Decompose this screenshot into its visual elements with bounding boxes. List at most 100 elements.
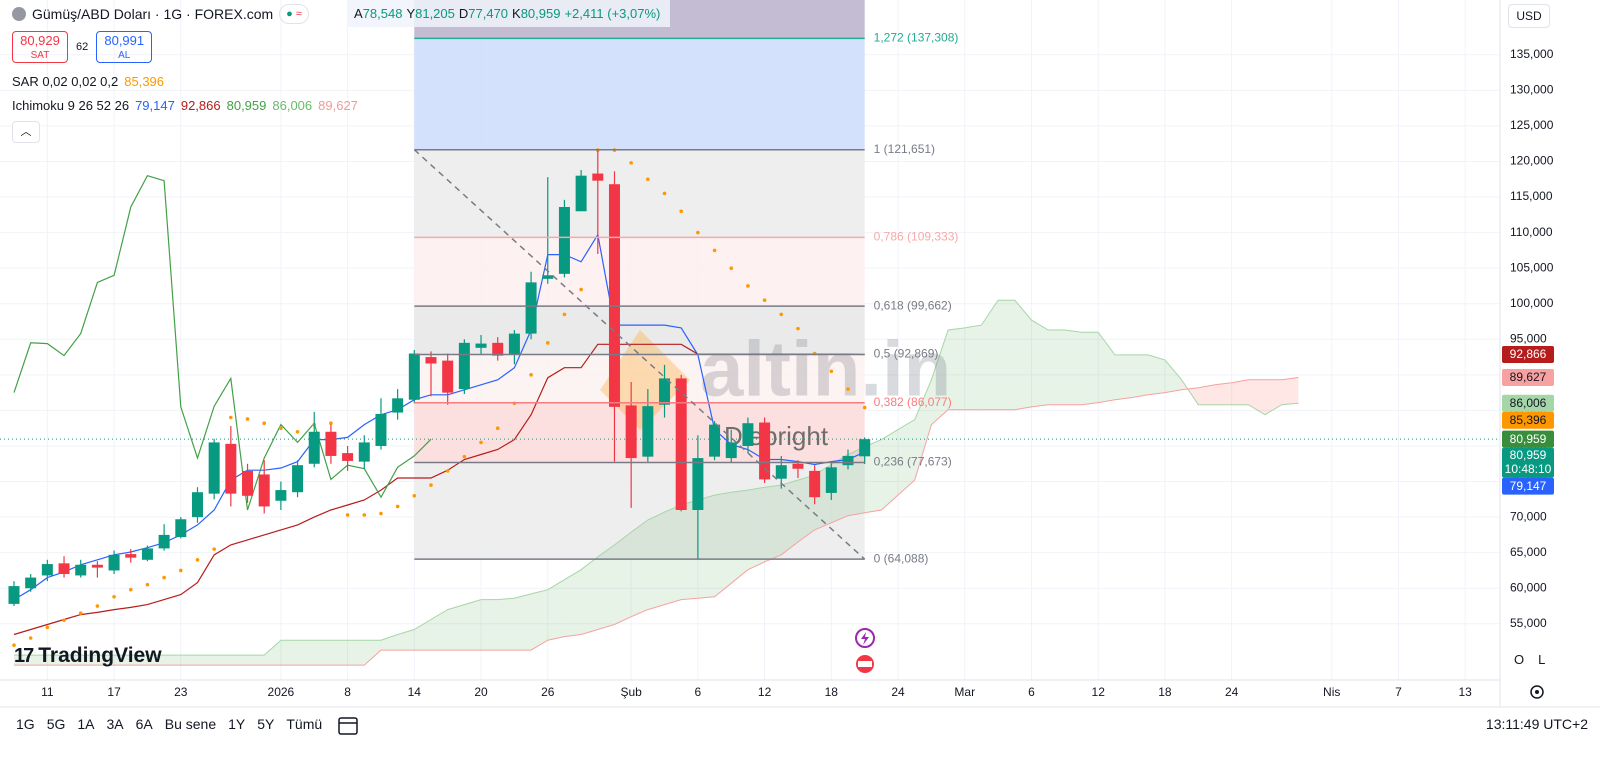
event-icons[interactable]: [855, 628, 875, 673]
cloud-fill: [380, 634, 398, 651]
clock[interactable]: 13:11:49 UTC+2: [1485, 716, 1588, 732]
spread: 62: [76, 41, 89, 53]
cloud-fill: [1214, 382, 1232, 405]
candle-body: [558, 206, 570, 274]
candle-body: [225, 443, 237, 494]
cloud-fill: [1231, 379, 1249, 405]
timeframe-button[interactable]: Bu sene: [164, 716, 217, 732]
cloud-fill: [497, 598, 515, 651]
cloud-fill: [981, 300, 999, 410]
cloud-fill: [214, 655, 231, 666]
cloud-fill: [330, 640, 348, 666]
timeframe-button[interactable]: 5G: [46, 716, 66, 732]
currency-button[interactable]: USD: [1508, 4, 1550, 28]
price-label-box: [1502, 345, 1554, 363]
price-label: 92,866: [1510, 347, 1547, 361]
x-tick-label: 18: [825, 685, 839, 699]
indicator-line: [13, 233, 865, 601]
candle-body: [492, 342, 504, 356]
buy-button[interactable]: 80,991 AL: [96, 31, 153, 63]
cloud-fill: [147, 655, 165, 666]
gear[interactable]: [1530, 685, 1544, 699]
x-tick-label: 23: [174, 685, 188, 699]
sar-dot: [162, 575, 166, 580]
ohlc-key: Y: [406, 6, 416, 21]
cloud-fill: [247, 655, 265, 666]
candle-body: [141, 548, 153, 560]
timeframe-button[interactable]: 3A: [106, 716, 124, 732]
indicator-value: 92,866: [180, 98, 221, 113]
fib-band: [414, 38, 865, 150]
candle-body: [108, 554, 120, 571]
candle-body: [292, 465, 304, 493]
cloud-fill: [964, 325, 982, 410]
fib-level-label: 0,5 (92,869): [874, 347, 939, 361]
cloud-fill: [364, 640, 381, 666]
sar-dot: [62, 618, 66, 623]
candle-body: [392, 398, 404, 413]
sar-dot: [329, 421, 333, 426]
y-tick-label: 135,000: [1510, 47, 1554, 61]
sar-dot: [545, 341, 550, 345]
sar-dot: [95, 604, 100, 608]
scale-button[interactable]: O: [1514, 652, 1525, 667]
sar-dot: [646, 177, 650, 182]
x-tick-label: 24: [1225, 685, 1239, 699]
sar-dot: [362, 513, 367, 517]
cloud-fill: [948, 327, 965, 410]
settings-icon[interactable]: [1530, 685, 1544, 699]
candle-body: [525, 282, 537, 334]
sar-dot: [379, 511, 383, 516]
status-pill[interactable]: ● ≈: [279, 4, 309, 24]
cloud-fill: [998, 300, 1015, 410]
sar-dot: [529, 373, 533, 377]
candle-body: [308, 431, 320, 464]
candle-body: [775, 465, 787, 479]
sar-dot: [629, 161, 633, 165]
cloud-fill: [464, 599, 482, 651]
sar-dot: [145, 582, 150, 587]
sar-dot: [779, 312, 784, 317]
cloud-fill: [314, 640, 331, 666]
price-label: 86,006: [1510, 396, 1547, 410]
candle-body: [809, 470, 821, 498]
sar-dot: [78, 611, 83, 615]
calendar[interactable]: [338, 717, 358, 735]
timeframe-button[interactable]: 1G: [16, 716, 35, 732]
cloud-fill: [1131, 354, 1149, 398]
timeframe-button[interactable]: 1A: [77, 716, 95, 732]
cloud-fill: [397, 629, 415, 651]
sar-dot: [462, 454, 467, 459]
candle-body: [41, 564, 53, 576]
candle-body: [91, 564, 103, 568]
timeframe-button[interactable]: Tümü: [286, 716, 323, 732]
collapse-button[interactable]: ︿: [12, 121, 40, 143]
date-range-icon[interactable]: [338, 717, 358, 735]
indicator-row[interactable]: Ichimoku 9 26 52 26 79,147 92,866 80,959 86,…: [12, 96, 358, 120]
fib-band: [414, 306, 865, 355]
indicator-row[interactable]: SAR 0,02 0,02 0,2 85,396: [12, 72, 358, 96]
symbol-title[interactable]: Gümüş/ABD Doları · 1G · FOREX.com: [32, 6, 274, 22]
sar-dot: [579, 287, 583, 292]
x-tick-label: 13: [1458, 685, 1472, 699]
sell-button[interactable]: 80,929 SAT: [12, 31, 68, 63]
cloud-fill: [80, 655, 98, 666]
x-tick-label: 20: [474, 685, 488, 699]
candle-body: [475, 343, 487, 348]
x-tick-label: 18: [1158, 685, 1172, 699]
x-tick-label: 17: [107, 685, 121, 699]
cloud-fill: [714, 492, 732, 597]
countdown-label: 10:48:10: [1505, 462, 1552, 476]
cloud-fill: [431, 609, 448, 651]
timeframe-button[interactable]: 5Y: [257, 716, 275, 732]
y-tick-label: 70,000: [1510, 509, 1547, 523]
timeframe-button[interactable]: 6A: [135, 716, 153, 732]
sar-dot: [495, 426, 500, 431]
candle-body: [158, 534, 170, 549]
candle-body: [191, 492, 203, 518]
scale-button[interactable]: L: [1538, 652, 1546, 667]
cloud-fill: [1265, 379, 1282, 415]
timeframe-button[interactable]: 1Y: [228, 716, 246, 732]
buy-label: AL: [118, 50, 131, 61]
